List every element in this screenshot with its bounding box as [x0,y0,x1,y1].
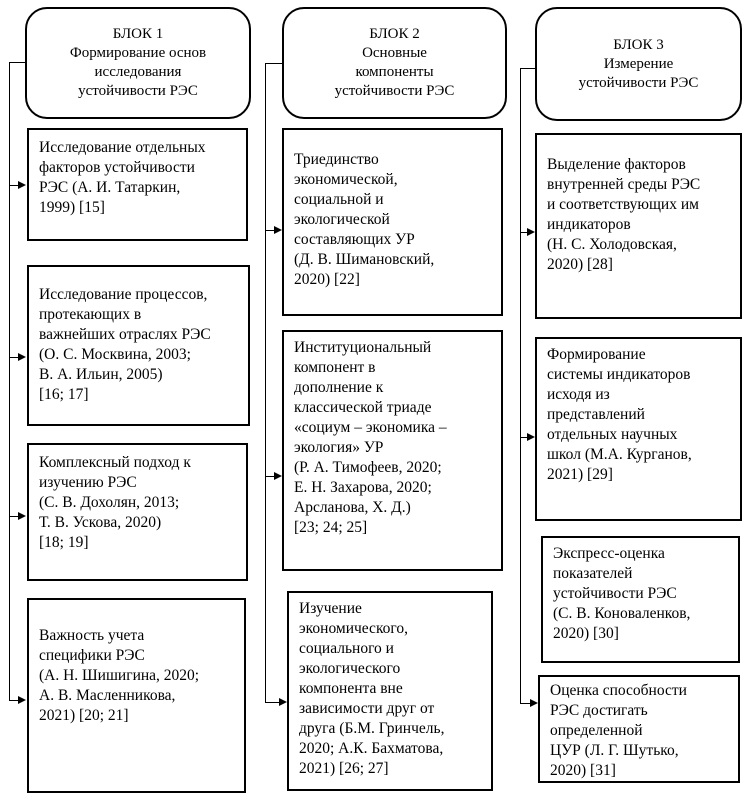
arrow-right-icon [18,512,26,520]
arrow-line [520,232,528,233]
arrow-right-icon [279,698,287,706]
arrow-right-icon [274,472,282,480]
arrow-line [9,516,19,517]
block2-item: Триединство экономической, социальной и … [282,128,503,316]
arrow-right-icon [527,228,535,236]
block1-header: БЛОК 1 Формирование основ исследования у… [25,7,251,119]
block2-header: БЛОК 2 Основные компоненты устойчивости … [282,7,507,119]
arrow-right-icon [18,353,26,361]
arrow-line [520,703,530,704]
block3-connector-top [520,68,536,69]
block3-item: Экспресс-оценка показателей устойчивости… [541,536,740,663]
block1-connector-vertical [9,62,10,701]
arrow-right-icon [18,181,26,189]
block1-item: Важность учета специфики РЭС (А. Н. Шиши… [27,598,246,793]
block1-connector-top [9,62,26,63]
block2-item: Институциональный компонент в дополнение… [282,330,503,571]
block2-item: Изучение экономического, социального и э… [287,591,493,791]
arrow-line [265,230,275,231]
arrow-right-icon [274,226,282,234]
arrow-line [520,437,528,438]
arrow-right-icon [530,699,538,707]
block1-item: Исследование отдельных факторов устойчив… [27,128,248,241]
block1-item: Комплексный подход к изучению РЭС (С. В.… [27,443,248,581]
arrow-right-icon [527,433,535,441]
block2-connector-vertical [265,63,266,703]
block2-connector-top [265,63,283,64]
block3-connector-vertical [520,68,521,703]
block3-header: БЛОК 3 Измерение устойчивости РЭС [535,7,742,121]
block3-item: Формирование системы индикаторов исходя … [535,337,742,521]
arrow-line [265,702,279,703]
arrow-line [265,476,275,477]
block1-item: Исследование процессов, протекающих в ва… [27,265,250,426]
arrow-line [9,700,19,701]
block3-item: Оценка способности РЭС достигать определ… [538,675,740,783]
arrow-line [9,357,19,358]
arrow-line [9,185,19,186]
block3-item: Выделение факторов внутренней среды РЭС … [535,133,742,319]
arrow-right-icon [18,696,26,704]
